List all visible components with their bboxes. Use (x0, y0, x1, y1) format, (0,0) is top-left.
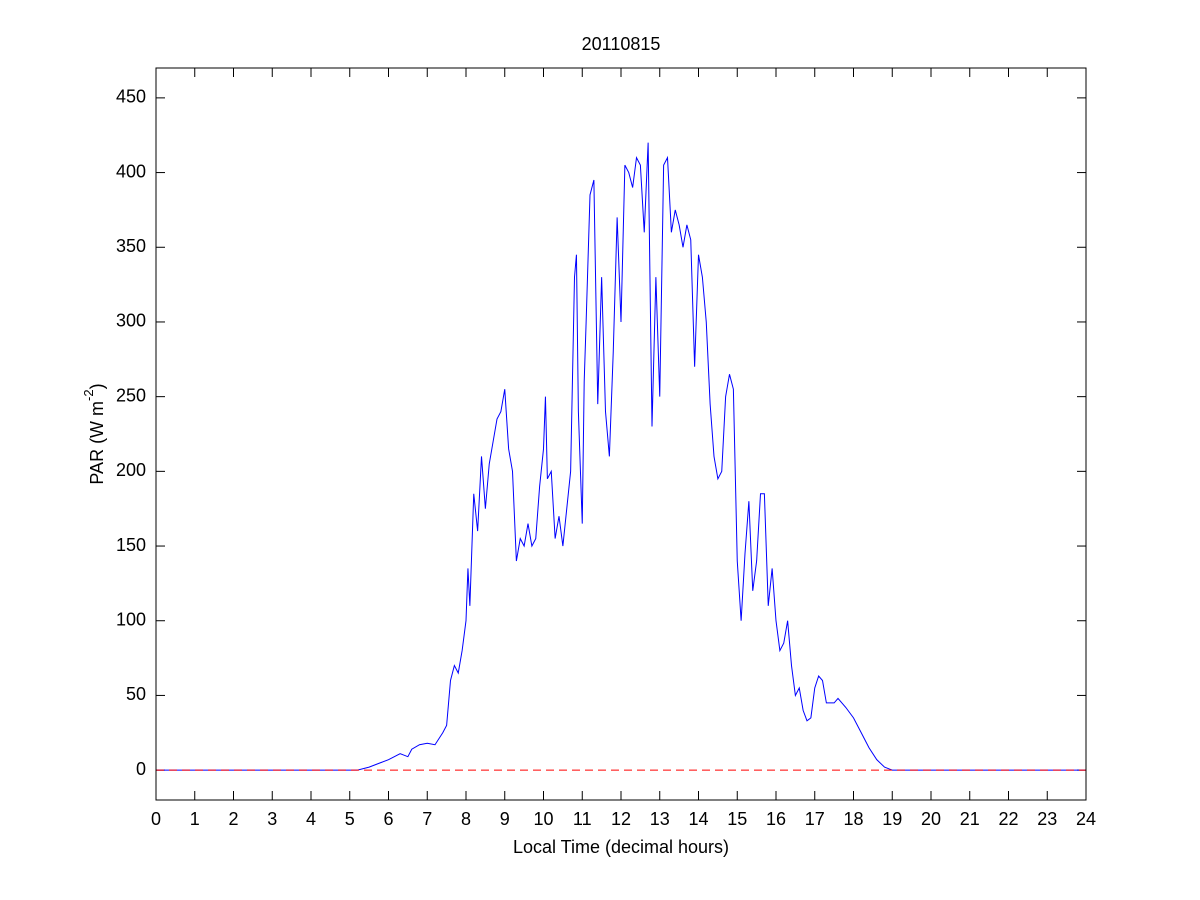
x-tick-label: 8 (461, 809, 471, 829)
y-tick-label: 150 (116, 535, 146, 555)
x-tick-label: 16 (766, 809, 786, 829)
x-tick-label: 6 (383, 809, 393, 829)
y-tick-label: 0 (136, 759, 146, 779)
y-axis-label: PAR (W m-2) (81, 383, 106, 484)
x-tick-label: 2 (228, 809, 238, 829)
x-tick-label: 10 (533, 809, 553, 829)
y-tick-label: 400 (116, 161, 146, 181)
x-tick-label: 13 (650, 809, 670, 829)
x-tick-label: 15 (727, 809, 747, 829)
x-tick-label: 19 (882, 809, 902, 829)
data-line (156, 142, 1086, 771)
y-tick-label: 350 (116, 236, 146, 256)
y-tick-label: 200 (116, 460, 146, 480)
x-tick-label: 14 (688, 809, 708, 829)
y-tick-label: 250 (116, 385, 146, 405)
x-tick-label: 20 (921, 809, 941, 829)
chart-title: 20110815 (582, 34, 661, 54)
plot-frame (155, 67, 1087, 801)
y-label-text: PAR (W m (87, 401, 107, 485)
y-label-sup: -2 (81, 389, 96, 401)
y-tick-label: 450 (116, 87, 146, 107)
x-tick-label: 1 (190, 809, 200, 829)
x-tick-label: 3 (267, 809, 277, 829)
x-axis-label: Local Time (decimal hours) (513, 837, 729, 857)
x-tick-label: 23 (1037, 809, 1057, 829)
x-tick-label: 7 (422, 809, 432, 829)
x-tick-label: 17 (805, 809, 825, 829)
x-tick-label: 22 (998, 809, 1018, 829)
x-tick-label: 5 (345, 809, 355, 829)
y-label-tail: ) (87, 383, 107, 389)
x-tick-label: 11 (573, 809, 592, 829)
x-tick-label: 18 (843, 809, 863, 829)
x-tick-label: 9 (500, 809, 510, 829)
y-tick-label: 300 (116, 311, 146, 331)
y-tick-label: 50 (126, 684, 146, 704)
x-tick-label: 24 (1076, 809, 1096, 829)
x-tick-label: 0 (151, 809, 161, 829)
x-tick-label: 12 (611, 809, 631, 829)
x-tick-label: 21 (960, 809, 980, 829)
x-tick-label: 4 (306, 809, 316, 829)
y-tick-label: 100 (116, 609, 146, 629)
